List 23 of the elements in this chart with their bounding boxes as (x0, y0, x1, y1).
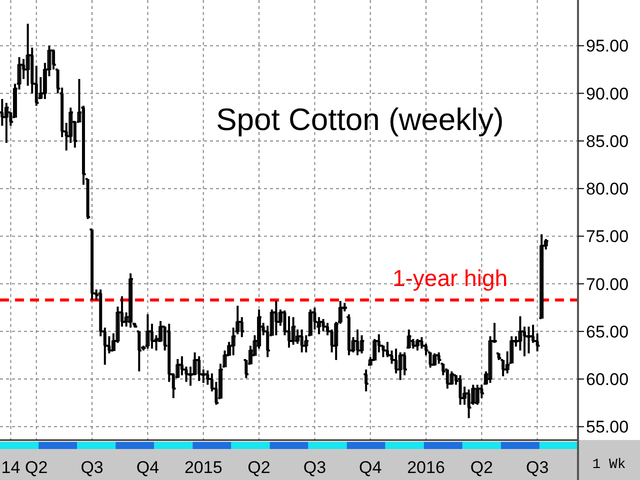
ref-line-label: 1-year high (392, 265, 508, 291)
x-tick-label: Q2 (470, 458, 494, 477)
y-tick-label: 70.00 (586, 274, 629, 294)
y-tick-label: 80.00 (586, 180, 629, 199)
y-tick-label: 90.00 (586, 84, 629, 104)
y-tick-label: 65.00 (586, 322, 629, 342)
x-tick-label: Q2 (25, 458, 48, 477)
y-tick-label: 95.00 (586, 36, 629, 56)
x-tick-label: Q3 (526, 458, 549, 477)
x-tick-label: Q3 (80, 458, 104, 477)
x-tick-label: 14 (1, 458, 20, 477)
x-tick-label: 2016 (407, 458, 445, 477)
y-tick-label: 60.00 (586, 370, 629, 389)
text: Spot Cotton (weekly) (216, 102, 504, 137)
x-tick-label: Q4 (136, 458, 160, 477)
x-tick-label: Q2 (248, 458, 270, 477)
x-tick-label: Q3 (303, 458, 326, 477)
x-tick-label: 2015 (184, 458, 222, 477)
text: 1 Wk (592, 457, 626, 473)
y-tick-label: 55.00 (586, 418, 629, 437)
x-tick-label: Q4 (359, 458, 382, 477)
y-tick-label: 85.00 (586, 132, 629, 151)
y-tick-label: 75.00 (586, 227, 629, 246)
